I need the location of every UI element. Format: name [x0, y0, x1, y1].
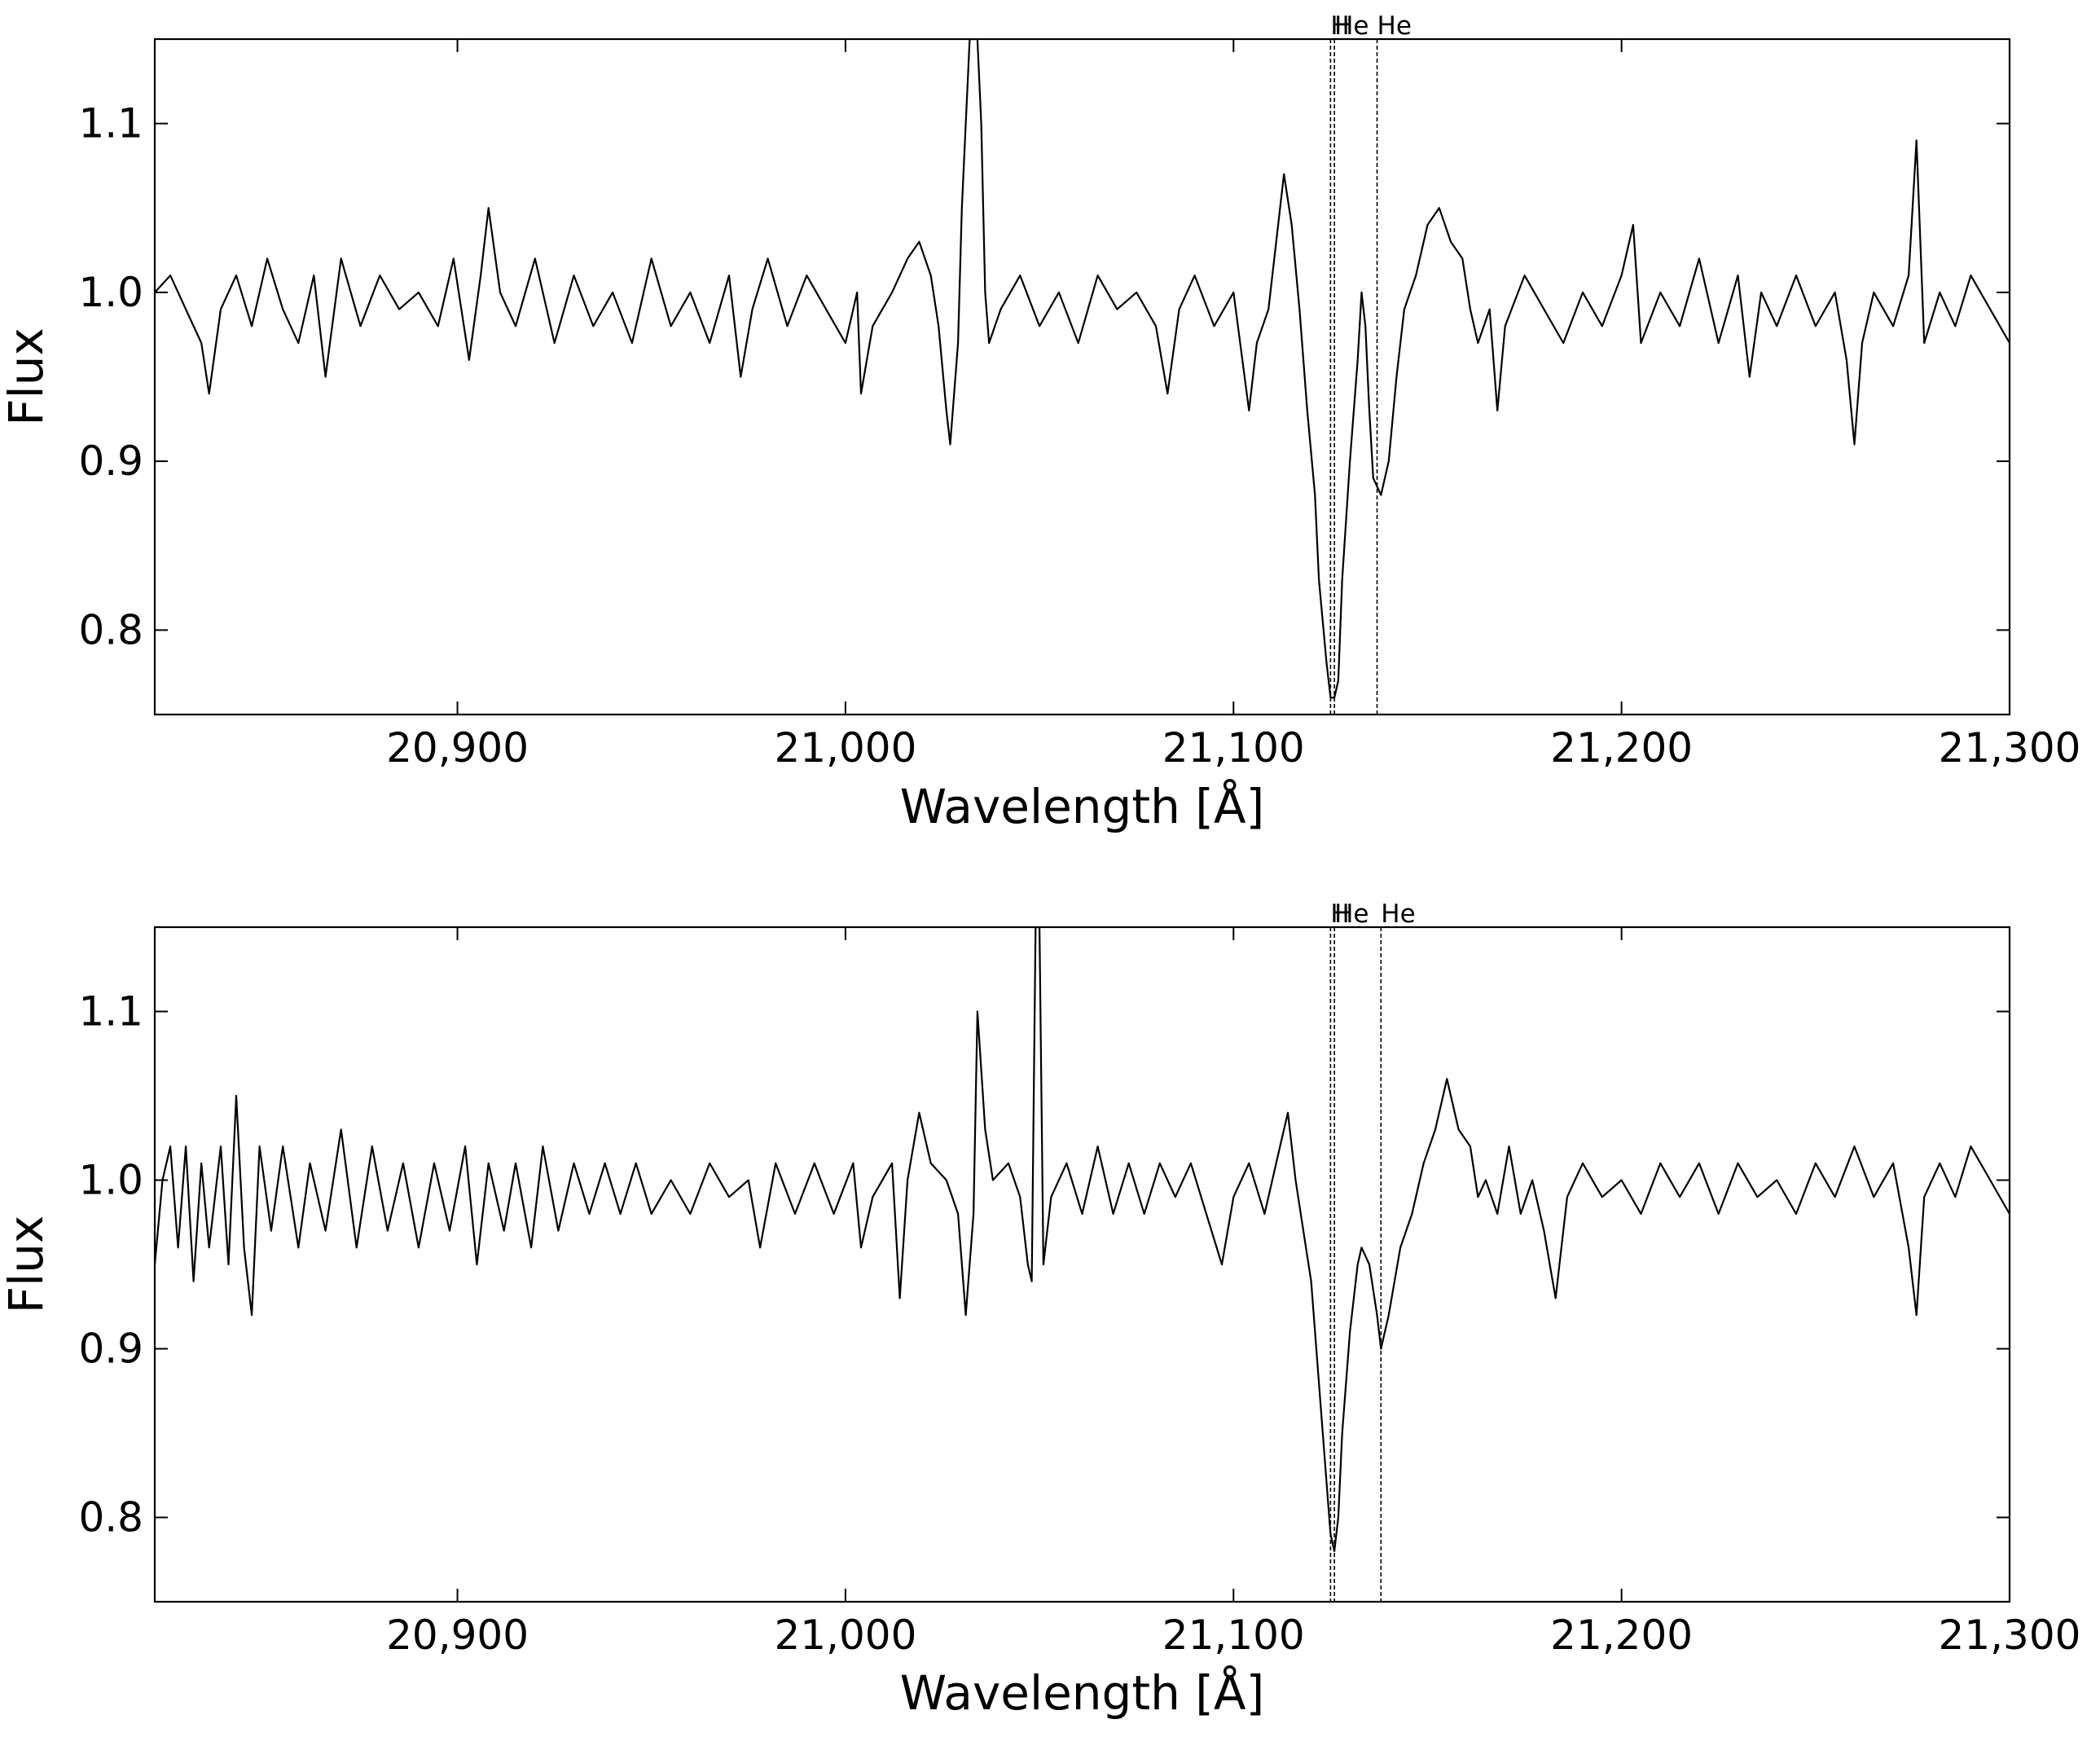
line-marker-label: He [1334, 899, 1369, 929]
x-tick-label: 21,100 [1162, 724, 1305, 772]
spectrum-series-line [155, 927, 2010, 1552]
spectrum-series-line [155, 39, 2010, 699]
plot-frame [153, 37, 2011, 716]
x-tick-label: 20,900 [386, 1612, 529, 1659]
x-tick-label: 21,000 [774, 724, 916, 772]
y-tick-label: 0.8 [78, 1494, 143, 1541]
y-axis-label: Flux [0, 328, 54, 426]
y-tick-label: 1.1 [78, 988, 143, 1036]
y-tick-label: 1.0 [78, 1157, 143, 1204]
y-tick-label: 0.8 [78, 606, 143, 653]
x-tick-label: 21,300 [1939, 724, 2081, 772]
x-tick-label: 21,100 [1162, 1612, 1305, 1659]
x-axis-label: Wavelength [Å] [900, 1664, 1264, 1721]
line-marker-label: H [1330, 899, 1349, 929]
y-tick-label: 0.9 [78, 1326, 143, 1373]
x-tick-label: 21,000 [774, 1612, 916, 1659]
y-axis-label: Flux [0, 1216, 54, 1314]
line-marker-label: He [1377, 11, 1412, 41]
y-tick-label: 0.9 [78, 438, 143, 485]
x-tick-label: 21,200 [1550, 1612, 1693, 1659]
x-tick-label: 21,300 [1939, 1612, 2081, 1659]
line-marker-label: He [1334, 11, 1369, 41]
plot-frame [153, 926, 2011, 1603]
line-marker-label: He [1381, 899, 1415, 929]
x-tick-label: 20,900 [386, 724, 529, 772]
y-tick-label: 1.1 [78, 100, 143, 147]
x-axis-label: Wavelength [Å] [900, 778, 1264, 834]
x-tick-label: 21,200 [1550, 724, 1693, 772]
y-tick-label: 1.0 [78, 269, 143, 316]
line-marker-label: H [1330, 11, 1349, 41]
